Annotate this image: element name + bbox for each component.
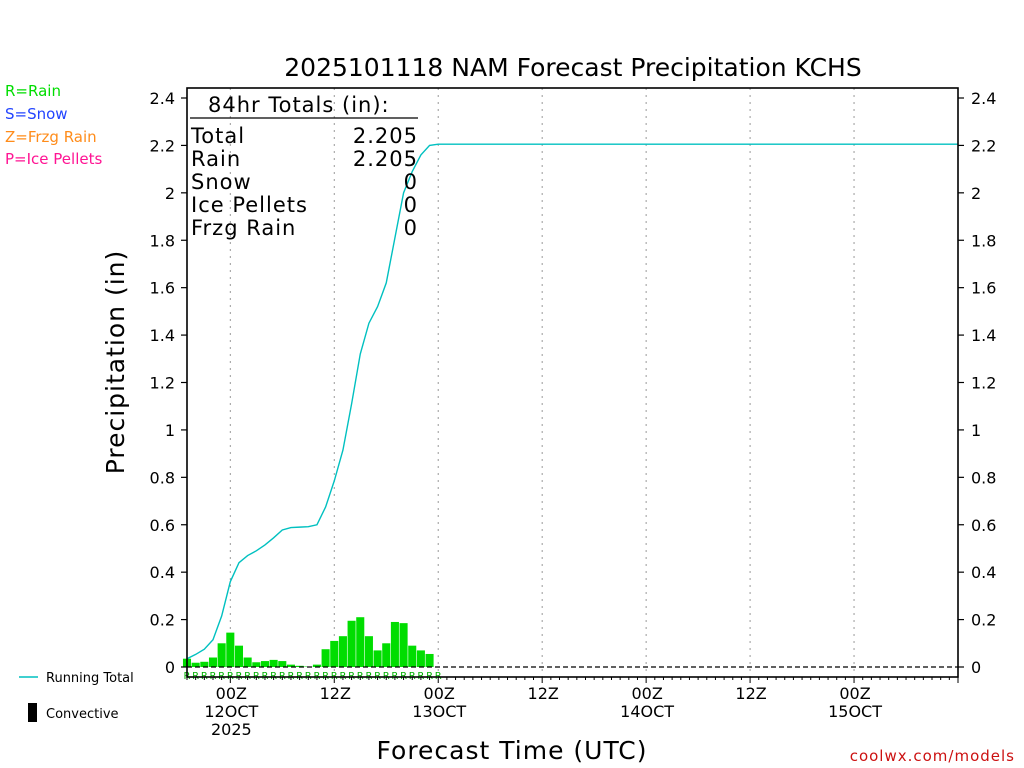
precip-bar [208,657,218,667]
y-tick-label: 1.2 [150,374,175,393]
precip-bar [425,653,434,667]
precip-bar [226,632,235,667]
y-axis-ticks: 0 00.2 0.20.4 0.40.6 0.60.8 0.81 11.2 1.21.4 1.4… [150,89,997,677]
totals-row-label: Rain [191,147,241,171]
y-tick-label-right: 2.4 [971,89,996,108]
precip-bar [200,661,209,667]
series-legend: Running Total Convective [19,671,134,722]
x-tick-label: 13OCT [412,702,466,721]
y-tick-label-right: 0.4 [971,563,996,582]
precip-bar [312,664,321,667]
y-tick-label: 1.8 [150,231,175,250]
y-tick-label: 2.2 [150,136,175,155]
y-tick-label: 1.4 [150,326,175,345]
precip-bar [234,645,244,667]
precip-bar [347,620,356,667]
y-tick-label-right: 2 [971,184,981,203]
legend-rain: R=Rain [5,82,61,100]
totals-header: 84hr Totals (in): [208,93,390,117]
totals-row-value: 0 [404,170,418,194]
convective-swatch [28,703,37,722]
y-tick-label: 0.6 [150,516,175,535]
precip-bar [278,661,287,667]
y-tick-label-right: 1.4 [971,326,996,345]
running-total-line [186,143,958,660]
precip-bar [364,636,373,667]
legend-snow: S=Snow [5,105,68,123]
y-tick-label-right: 1.6 [971,279,996,298]
totals-row-value: 2.205 [353,124,418,148]
y-tick-label: 2 [165,184,175,203]
x-tick-label: 00Z [424,684,455,703]
x-tick-label: 2025 [211,720,252,739]
precip-bar [356,617,365,667]
precip-bar [217,643,226,667]
y-tick-label-right: 0 [971,658,981,677]
precip-bar [191,662,200,667]
totals-row-label: Total [190,124,245,148]
plot-frame [186,87,959,678]
convective-label: Convective [46,707,119,722]
y-tick-label-right: 2.2 [971,136,996,155]
y-tick-label-right: 1 [971,421,981,440]
precip-bar [243,657,252,667]
totals-row-label: Ice Pellets [191,193,308,217]
totals-box: 84hr Totals (in): Total 2.205 Rain 2.205 Sno… [190,93,418,240]
y-tick-label: 0.8 [150,468,175,487]
precip-bar [252,662,261,667]
x-tick-label: 00Z [631,684,662,703]
totals-row-value: 0 [404,216,418,240]
x-tick-label: 12Z [528,684,559,703]
y-tick-label-right: 0.2 [971,611,996,630]
y-tick-label: 1.6 [150,279,175,298]
precip-bar [390,621,399,667]
x-tick-label: 12OCT [204,702,258,721]
y-tick-label: 0.2 [150,611,175,630]
hourly-bars [182,617,434,667]
x-tick-label: 12Z [320,684,351,703]
totals-row-label: Snow [191,170,252,194]
precip-bar [399,623,408,667]
y-tick-label-right: 0.6 [971,516,996,535]
x-tick-label: 15OCT [828,702,882,721]
precip-bar [416,650,425,667]
x-tick-label: 00Z [216,684,247,703]
totals-row-value: 2.205 [353,147,418,171]
precip-bar [286,664,295,667]
totals-row-value: 0 [404,193,418,217]
precip-bar [382,643,391,667]
y-tick-label-right: 1.2 [971,374,996,393]
totals-row-label: Frzg Rain [191,216,296,240]
y-tick-label: 2.4 [150,89,175,108]
y-tick-label: 0 [165,658,175,677]
precip-bar [321,649,330,667]
precip-bar [330,640,339,667]
legend-frzg-rain: Z=Frzg Rain [5,128,97,146]
precip-bar [338,636,347,667]
precip-bar [269,659,278,667]
x-tick-label: 00Z [839,684,870,703]
watermark: coolwx.com/models [850,747,1015,765]
y-tick-label: 1 [165,421,175,440]
precip-bar [408,645,417,667]
precip-bar [260,661,269,667]
y-tick-label: 0.4 [150,563,175,582]
gridlines [229,88,855,677]
y-axis-label: Precipitation (in) [101,250,130,475]
chart-title: 2025101118 NAM Forecast Precipitation KC… [284,53,861,82]
x-tick-label: 14OCT [620,702,674,721]
legend-ice-pellets: P=Ice Pellets [5,150,102,168]
y-tick-label-right: 0.8 [971,468,996,487]
running-total-label: Running Total [46,671,134,686]
precip-bar [373,650,382,667]
x-tick-label: 12Z [735,684,766,703]
x-axis-label: Forecast Time (UTC) [377,736,648,765]
precip-type-legend: R=Rain S=Snow Z=Frzg Rain P=Ice Pellets [5,82,102,168]
y-tick-label-right: 1.8 [971,231,996,250]
